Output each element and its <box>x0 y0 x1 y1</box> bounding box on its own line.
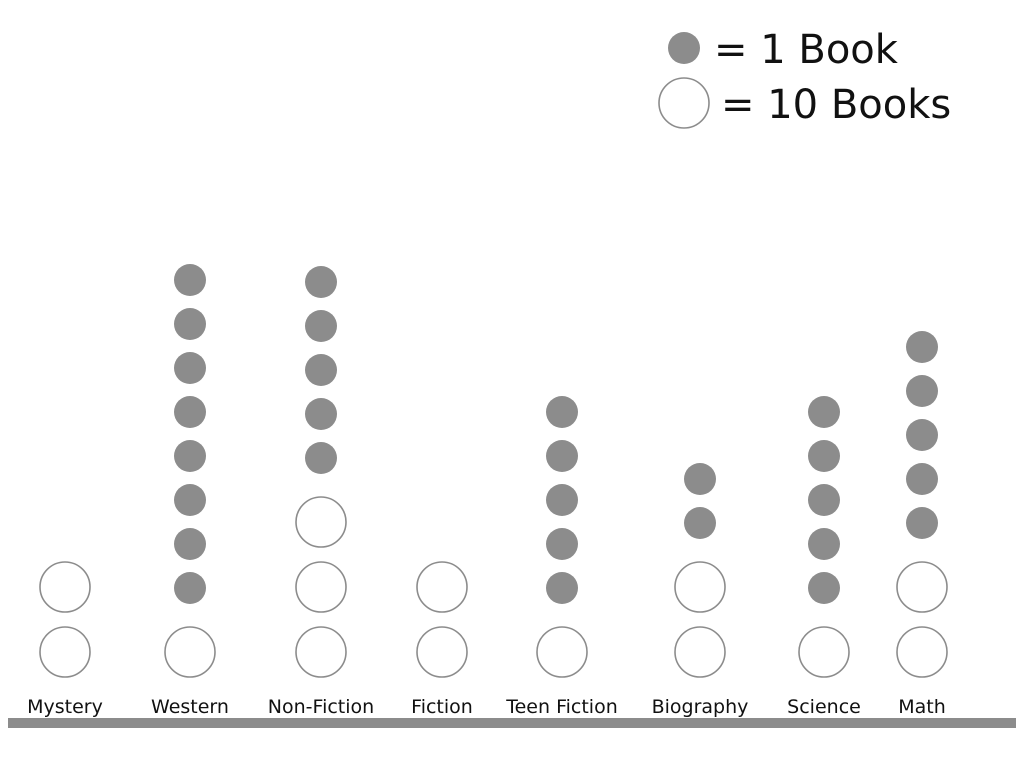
fiction-ten-books-circle <box>416 561 468 613</box>
legend-ten-books-label: = 10 Books <box>721 82 951 128</box>
science-ten-books-circle <box>798 626 850 678</box>
math-ten-books-circle <box>896 626 948 678</box>
category-label-teen-fiction: Teen Fiction <box>505 696 618 718</box>
biography-one-book-dot <box>684 463 716 495</box>
chart-marks <box>39 264 948 678</box>
western-one-book-dot <box>174 484 206 516</box>
biography-ten-books-circle <box>674 561 726 613</box>
category-labels: Mystery Western Non-Fiction Fiction Teen Fic… <box>27 696 946 718</box>
science-one-book-dot <box>808 572 840 604</box>
teen-fiction-ten-books-circle <box>536 626 588 678</box>
western-one-book-dot <box>174 440 206 472</box>
western-one-book-dot <box>174 264 206 296</box>
teen-fiction-one-book-dot <box>546 484 578 516</box>
category-label-fiction: Fiction <box>411 696 473 718</box>
non-fiction-ten-books-circle <box>295 561 347 613</box>
science-one-book-dot <box>808 484 840 516</box>
category-label-mystery: Mystery <box>27 696 103 718</box>
non-fiction-one-book-dot <box>305 442 337 474</box>
math-one-book-dot <box>906 375 938 407</box>
mystery-ten-books-circle <box>39 626 91 678</box>
science-one-book-dot <box>808 396 840 428</box>
non-fiction-one-book-dot <box>305 398 337 430</box>
math-ten-books-circle <box>896 561 948 613</box>
non-fiction-ten-books-circle <box>295 626 347 678</box>
western-one-book-dot <box>174 572 206 604</box>
western-one-book-dot <box>174 396 206 428</box>
science-one-book-dot <box>808 528 840 560</box>
non-fiction-one-book-dot <box>305 310 337 342</box>
legend-open-circle-icon <box>658 77 710 129</box>
category-label-biography: Biography <box>652 696 749 718</box>
teen-fiction-one-book-dot <box>546 572 578 604</box>
baseline-bar <box>8 718 1016 728</box>
western-one-book-dot <box>174 308 206 340</box>
western-one-book-dot <box>174 528 206 560</box>
category-label-western: Western <box>151 696 229 718</box>
western-one-book-dot <box>174 352 206 384</box>
category-label-science: Science <box>787 696 861 718</box>
legend-filled-circle-icon <box>668 32 700 64</box>
western-ten-books-circle <box>164 626 216 678</box>
math-one-book-dot <box>906 419 938 451</box>
category-label-non-fiction: Non-Fiction <box>268 696 374 718</box>
non-fiction-ten-books-circle <box>295 496 347 548</box>
math-one-book-dot <box>906 463 938 495</box>
legend: = 1 Book = 10 Books <box>658 27 951 129</box>
math-one-book-dot <box>906 507 938 539</box>
science-one-book-dot <box>808 440 840 472</box>
non-fiction-one-book-dot <box>305 354 337 386</box>
teen-fiction-one-book-dot <box>546 528 578 560</box>
non-fiction-one-book-dot <box>305 266 337 298</box>
biography-one-book-dot <box>684 507 716 539</box>
teen-fiction-one-book-dot <box>546 440 578 472</box>
math-one-book-dot <box>906 331 938 363</box>
mystery-ten-books-circle <box>39 561 91 613</box>
biography-ten-books-circle <box>674 626 726 678</box>
legend-one-book-label: = 1 Book <box>714 27 899 73</box>
fiction-ten-books-circle <box>416 626 468 678</box>
category-label-math: Math <box>898 696 946 718</box>
teen-fiction-one-book-dot <box>546 396 578 428</box>
